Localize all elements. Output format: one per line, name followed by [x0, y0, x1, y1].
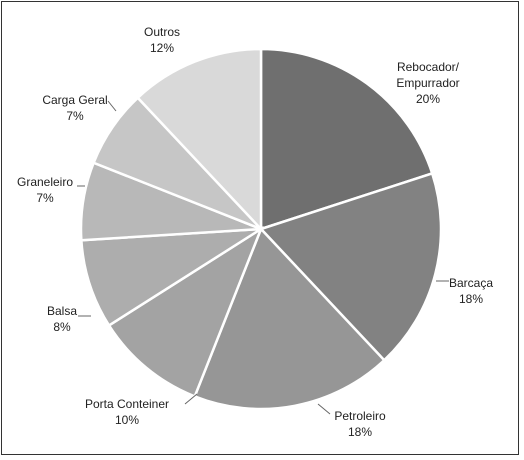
pie-slice [258, 171, 443, 362]
pie-slice-category-label: Barcaça [449, 276, 493, 290]
pie-slice-category-label: Porta Conteiner [85, 397, 169, 411]
pie-slice-category-label: Carga Geral [42, 93, 107, 107]
pie-slice [193, 226, 386, 411]
pie-slice [259, 47, 434, 231]
pie-leader-line [107, 100, 117, 112]
pie-slice-category-label: Petroleiro [334, 409, 386, 423]
pie-slice-category-label: Outros [144, 25, 180, 39]
pie-leader-line [317, 403, 331, 415]
pie-slice [80, 227, 262, 328]
pie-labels: Rebocador/Empurrador 20% Barcaça 18% Petrole… [17, 25, 493, 439]
pie-slice-category-label: Balsa [47, 304, 77, 318]
pie-slice-value-label: 7% [36, 191, 54, 205]
pie-slice-category-label: Graneleiro [17, 175, 73, 189]
pie-slice [107, 225, 264, 398]
pie-slice-value-label: 7% [66, 109, 84, 123]
pie-slice-value-label: 18% [459, 292, 483, 306]
pie-slice-value-label: 20% [416, 92, 440, 106]
pie-leader-lines [77, 100, 449, 415]
pie-slice-value-label: 12% [150, 41, 174, 55]
pie-slice-value-label: 10% [115, 413, 139, 427]
pie-slices [79, 47, 443, 411]
pie-slice-category-label: Empurrador [396, 76, 459, 90]
pie-slice-category-label: Rebocador/ [397, 60, 460, 74]
pie-slice [136, 47, 263, 233]
pie-slice-value-label: 8% [53, 320, 71, 334]
pie-slice-value-label: 18% [348, 425, 372, 439]
pie-leader-line [184, 393, 198, 405]
